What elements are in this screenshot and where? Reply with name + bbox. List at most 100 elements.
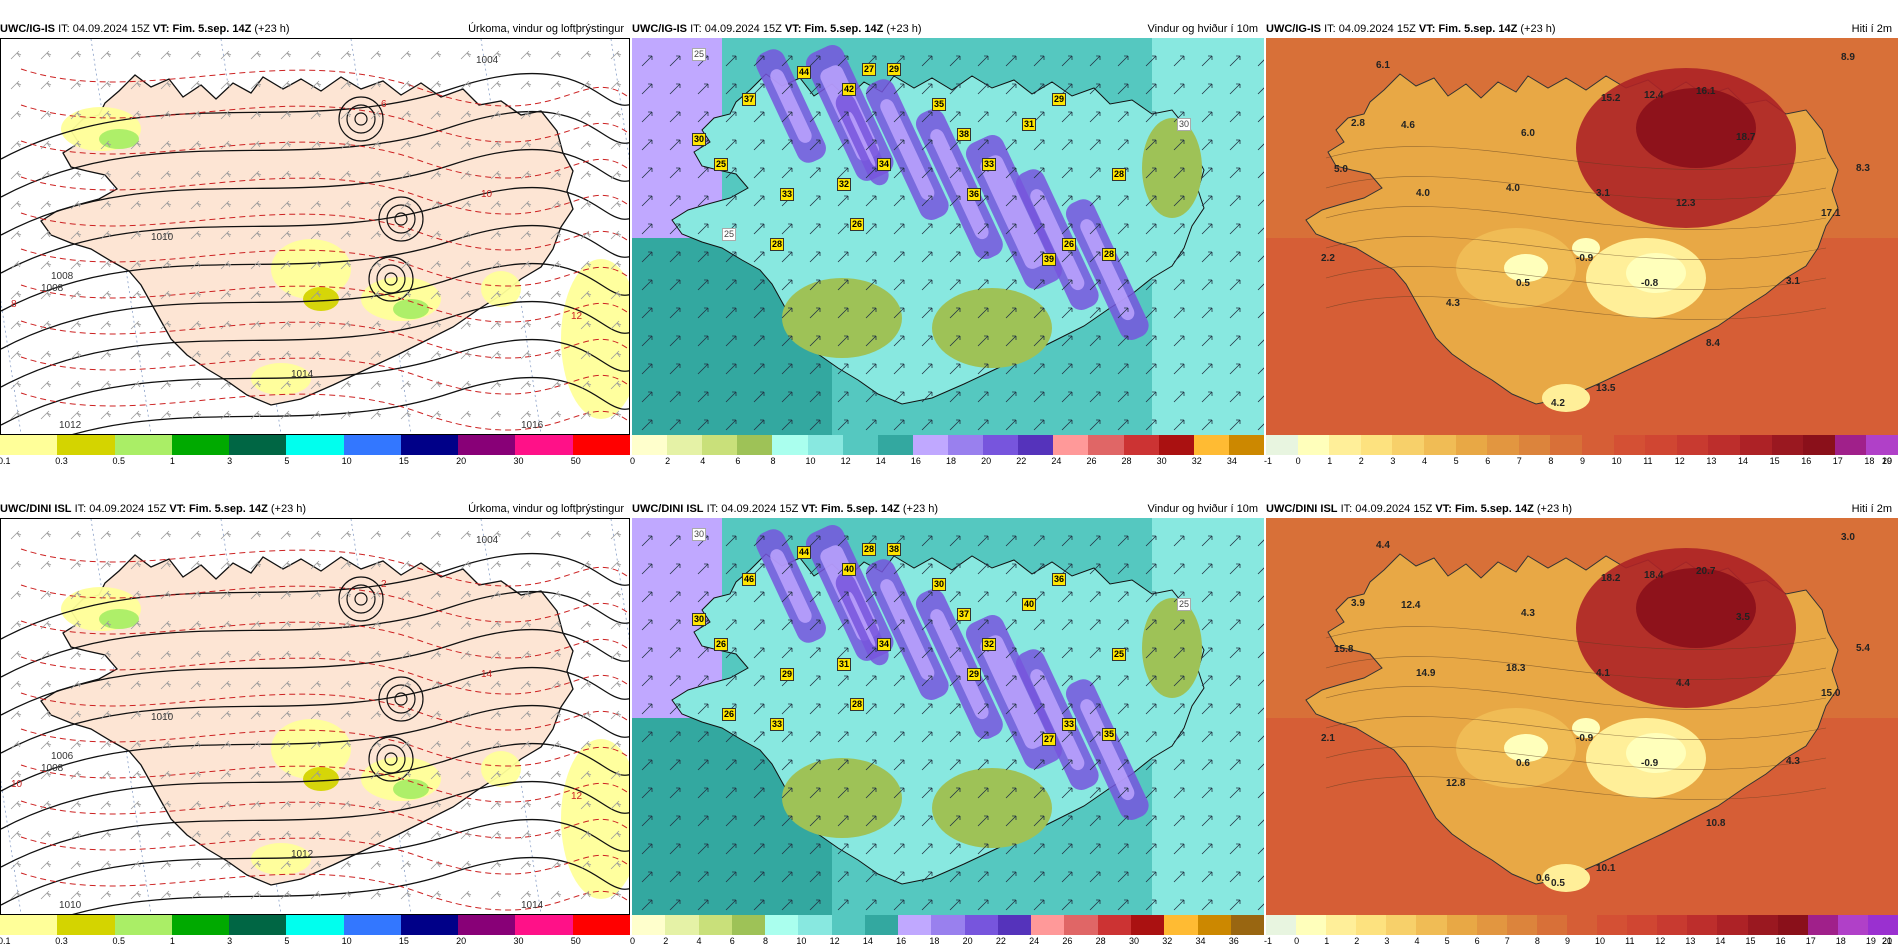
wind-arrow xyxy=(977,251,989,263)
colorbar-swatch xyxy=(1834,435,1867,455)
wind-map[interactable]: 44 42 37 30 25 33 28 27 29 35 38 36 31 26 33 29 28 39 32 34… xyxy=(632,38,1264,435)
wind-arrow xyxy=(837,419,849,431)
wind-arrow xyxy=(1145,55,1157,67)
wind-arrow xyxy=(1257,591,1264,603)
wind-arrow xyxy=(1145,195,1157,207)
wind-barb xyxy=(70,170,82,180)
wind-barb xyxy=(490,800,502,810)
wind-arrow xyxy=(949,703,961,715)
wind-barb xyxy=(610,410,622,420)
colorbar-tick-label: 34 xyxy=(1226,456,1237,466)
wind-arrow xyxy=(1089,591,1101,603)
wind-barb xyxy=(550,290,562,300)
colorbar-tick-label: 5 xyxy=(1444,936,1450,946)
wind-barb xyxy=(340,110,352,120)
wind-arrow xyxy=(837,759,849,771)
colorbar-tick-label: 16 xyxy=(896,936,907,946)
wind-arrow xyxy=(1033,279,1045,291)
colorbar-swatch xyxy=(877,435,913,455)
wind-arrow xyxy=(809,843,821,855)
colorbar-swatch xyxy=(831,915,865,935)
wind-barb xyxy=(70,290,82,300)
wind-arrow xyxy=(977,899,989,911)
wind-arrow xyxy=(1145,419,1157,431)
wind-arrow xyxy=(1117,195,1129,207)
valid-time: Fim. 5.sep. 14Z xyxy=(188,503,268,515)
contour-label: 1010 xyxy=(151,232,174,243)
wind-arrow xyxy=(1005,363,1017,375)
wind-arrow xyxy=(669,535,681,547)
gust-band xyxy=(1030,669,1085,771)
temp-map[interactable]: 8.9 6.1 2.8 4.6 5.0 15.2 12.4 16.1 6.0 18.7 4.0 4.0… xyxy=(1266,38,1898,435)
colorbar xyxy=(632,435,1264,455)
colorbar-tick-label: 20 xyxy=(981,456,992,466)
wind-arrow xyxy=(1173,111,1185,123)
pressure-low xyxy=(338,576,384,622)
colorbar-tick-label: 9 xyxy=(1564,936,1570,946)
precip-map[interactable]: 1004 1008 1008 1010 1012 1014 1016 10 12 8 6 xyxy=(0,38,630,435)
wind-barb xyxy=(370,410,382,420)
wind-barb xyxy=(190,560,202,570)
gust-band xyxy=(930,609,989,720)
wind-arrow xyxy=(1229,363,1241,375)
wind-barb xyxy=(220,830,232,840)
wind-barb xyxy=(40,740,52,750)
wind-arrow xyxy=(781,535,793,547)
wind-barb xyxy=(520,80,532,90)
colorbar-swatch xyxy=(842,435,878,455)
contour-label: 1010 xyxy=(151,712,174,723)
wind-barb xyxy=(130,230,142,240)
wind-barb xyxy=(460,800,472,810)
colorbar-ticks: -1 0 1 2 3 4 5 6 7 8 9 10 11 12 13 14 15 16 17 18 19 20 21 xyxy=(1264,936,1898,950)
precip-map[interactable]: 1004 1006 1008 1010 1010 1012 1014 14 12 10 2 xyxy=(0,518,630,915)
wind-barb xyxy=(340,80,352,90)
wind-barb xyxy=(460,320,472,330)
wind-barb xyxy=(340,650,352,660)
temperature-label: 18.4 xyxy=(1644,570,1664,581)
it-prefix: IT: xyxy=(690,23,702,35)
wind-arrow xyxy=(697,195,709,207)
cold-area xyxy=(1542,384,1590,412)
colorbar-tick-label: 2 xyxy=(1354,936,1360,946)
wind-barb xyxy=(400,410,412,420)
gust-value-label: 28 xyxy=(770,238,785,251)
wind-barb xyxy=(520,230,532,240)
model-name: UWC/DINI ISL xyxy=(1266,503,1338,515)
wind-map[interactable]: 44 40 46 30 26 29 33 28 38 30 37 29 40 33 32 36 35 27 31 34… xyxy=(632,518,1264,915)
wind-barb xyxy=(610,770,622,780)
wind-arrow xyxy=(893,619,905,631)
wind-arrow xyxy=(1145,647,1157,659)
temp-map[interactable]: 3.0 4.4 3.9 12.4 15.8 18.2 18.4 20.7 4.3 3.5 14.9 1… xyxy=(1266,518,1898,915)
wind-barb xyxy=(280,140,292,150)
wind-barb xyxy=(340,590,352,600)
colorbar-tick-label: 20 xyxy=(1882,936,1893,946)
colorbar-swatch xyxy=(698,915,732,935)
wind-arrow xyxy=(697,591,709,603)
wind-barb xyxy=(340,50,352,60)
model-name: UWC/DINI ISL xyxy=(0,503,72,515)
wind-barb xyxy=(70,830,82,840)
wind-arrow xyxy=(1257,335,1264,347)
wind-arrow xyxy=(809,363,821,375)
wind-barb xyxy=(370,890,382,900)
colorbar-tick-label: 5 xyxy=(284,936,290,946)
colorbar-swatch xyxy=(1164,915,1198,935)
wind-barb xyxy=(550,380,562,390)
wind-arrow xyxy=(725,843,737,855)
colorbar-tick-label: 30 xyxy=(513,456,524,466)
wind-barb xyxy=(460,80,472,90)
wind-barb xyxy=(340,410,352,420)
wind-arrow xyxy=(1089,535,1101,547)
wind-arrow xyxy=(781,223,793,235)
wind-arrow xyxy=(697,363,709,375)
wind-barb xyxy=(550,80,562,90)
wind-barb xyxy=(100,110,112,120)
gust-value-label: 35 xyxy=(1102,728,1117,741)
wind-arrow xyxy=(977,111,989,123)
gust-value-label: 25 xyxy=(1177,598,1192,611)
wind-arrow xyxy=(1117,787,1129,799)
wind-barb xyxy=(430,890,442,900)
wind-barb xyxy=(40,320,52,330)
wind-arrow xyxy=(1257,647,1264,659)
wind-arrow xyxy=(809,787,821,799)
